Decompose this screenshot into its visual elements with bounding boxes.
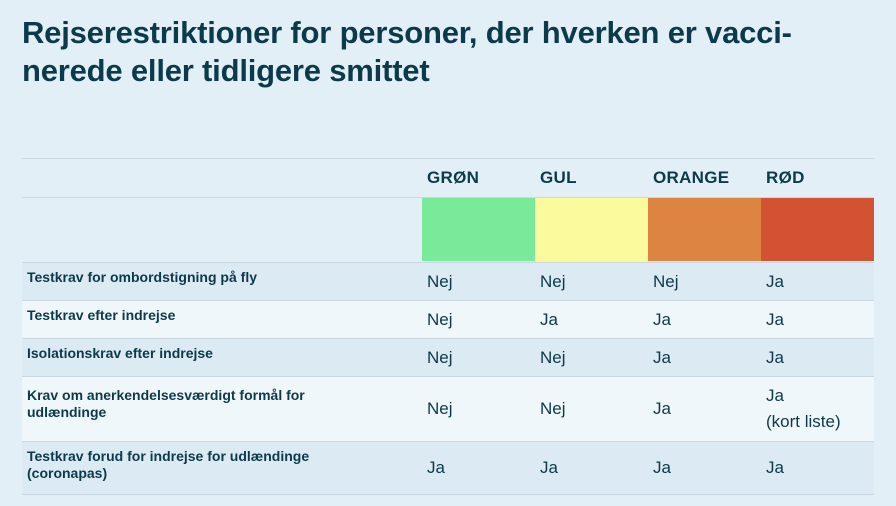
row-label: Isolationskrav efter indrejse — [27, 345, 213, 361]
row-label: Testkrav for ombordstigning på fly — [27, 269, 257, 285]
cell-value: Ja — [540, 458, 558, 477]
red-swatch — [761, 198, 874, 261]
cell-value: Nej — [427, 271, 453, 291]
row-label: Testkrav forud for indrejse for udlændin… — [22, 442, 422, 494]
table-row: Testkrav forud for indrejse for udlændin… — [22, 442, 874, 495]
table-row: Isolationskrav efter indrejse Nej Nej Ja… — [22, 339, 874, 377]
cell-value: Ja — [653, 458, 671, 477]
table-row: Testkrav for ombordstigning på fly Nej N… — [22, 263, 874, 301]
page-title: Rejserestriktioner for personer, der hve… — [22, 14, 882, 90]
cell-value: Ja — [653, 399, 671, 418]
cell-value: Nej — [427, 399, 453, 418]
restrictions-table: GRØN GUL ORANGE RØD Testkrav for ombords… — [22, 158, 874, 495]
table-header-row: GRØN GUL ORANGE RØD — [22, 159, 874, 198]
orange-swatch — [648, 198, 761, 261]
row-label-line: Testkrav forud for indrejse for udlændin… — [27, 448, 310, 464]
color-swatch-row — [22, 198, 874, 263]
cell-value: Nej — [540, 399, 566, 418]
cell-value-line: (kort liste) — [766, 412, 841, 431]
cell-value: Nej — [427, 309, 453, 329]
table-row: Testkrav efter indrejse Nej Ja Ja Ja — [22, 301, 874, 339]
yellow-swatch — [535, 198, 648, 261]
row-label: Testkrav efter indrejse — [27, 307, 176, 323]
cell-value: Nej — [427, 347, 453, 367]
cell-value: Ja — [540, 309, 558, 329]
column-header-green: GRØN — [427, 168, 480, 187]
cell-value: Ja — [653, 309, 671, 329]
table-row: Krav om anerkendelsesværdigt formål for … — [22, 377, 874, 442]
green-swatch — [422, 198, 535, 261]
column-header-orange: ORANGE — [653, 168, 730, 187]
row-label-line: udlændinge — [27, 404, 107, 420]
cell-value: Ja — [766, 309, 784, 329]
cell-value: Ja — [653, 347, 671, 367]
cell-value-multiline: Ja (kort liste) — [761, 377, 874, 441]
row-label-line: (coronapas) — [27, 465, 108, 481]
cell-value: Ja — [766, 271, 784, 291]
swatch-empty-cell — [22, 198, 422, 262]
title-line-1: Rejserestriktioner for personer, der hve… — [22, 15, 792, 50]
row-label-line: Krav om anerkendelsesværdigt formål for — [27, 387, 305, 403]
cell-value: Nej — [540, 347, 566, 367]
title-line-2: nerede eller tidligere smittet — [22, 53, 430, 88]
cell-value: Nej — [540, 271, 566, 291]
cell-value: Ja — [427, 458, 445, 477]
cell-value: Ja — [766, 347, 784, 367]
column-header-yellow: GUL — [540, 168, 577, 187]
cell-value: Nej — [653, 271, 679, 291]
cell-value-line: Ja — [766, 386, 784, 405]
cell-value: Ja — [766, 458, 784, 477]
row-label: Krav om anerkendelsesværdigt formål for … — [22, 377, 422, 441]
column-header-red: RØD — [766, 168, 805, 187]
